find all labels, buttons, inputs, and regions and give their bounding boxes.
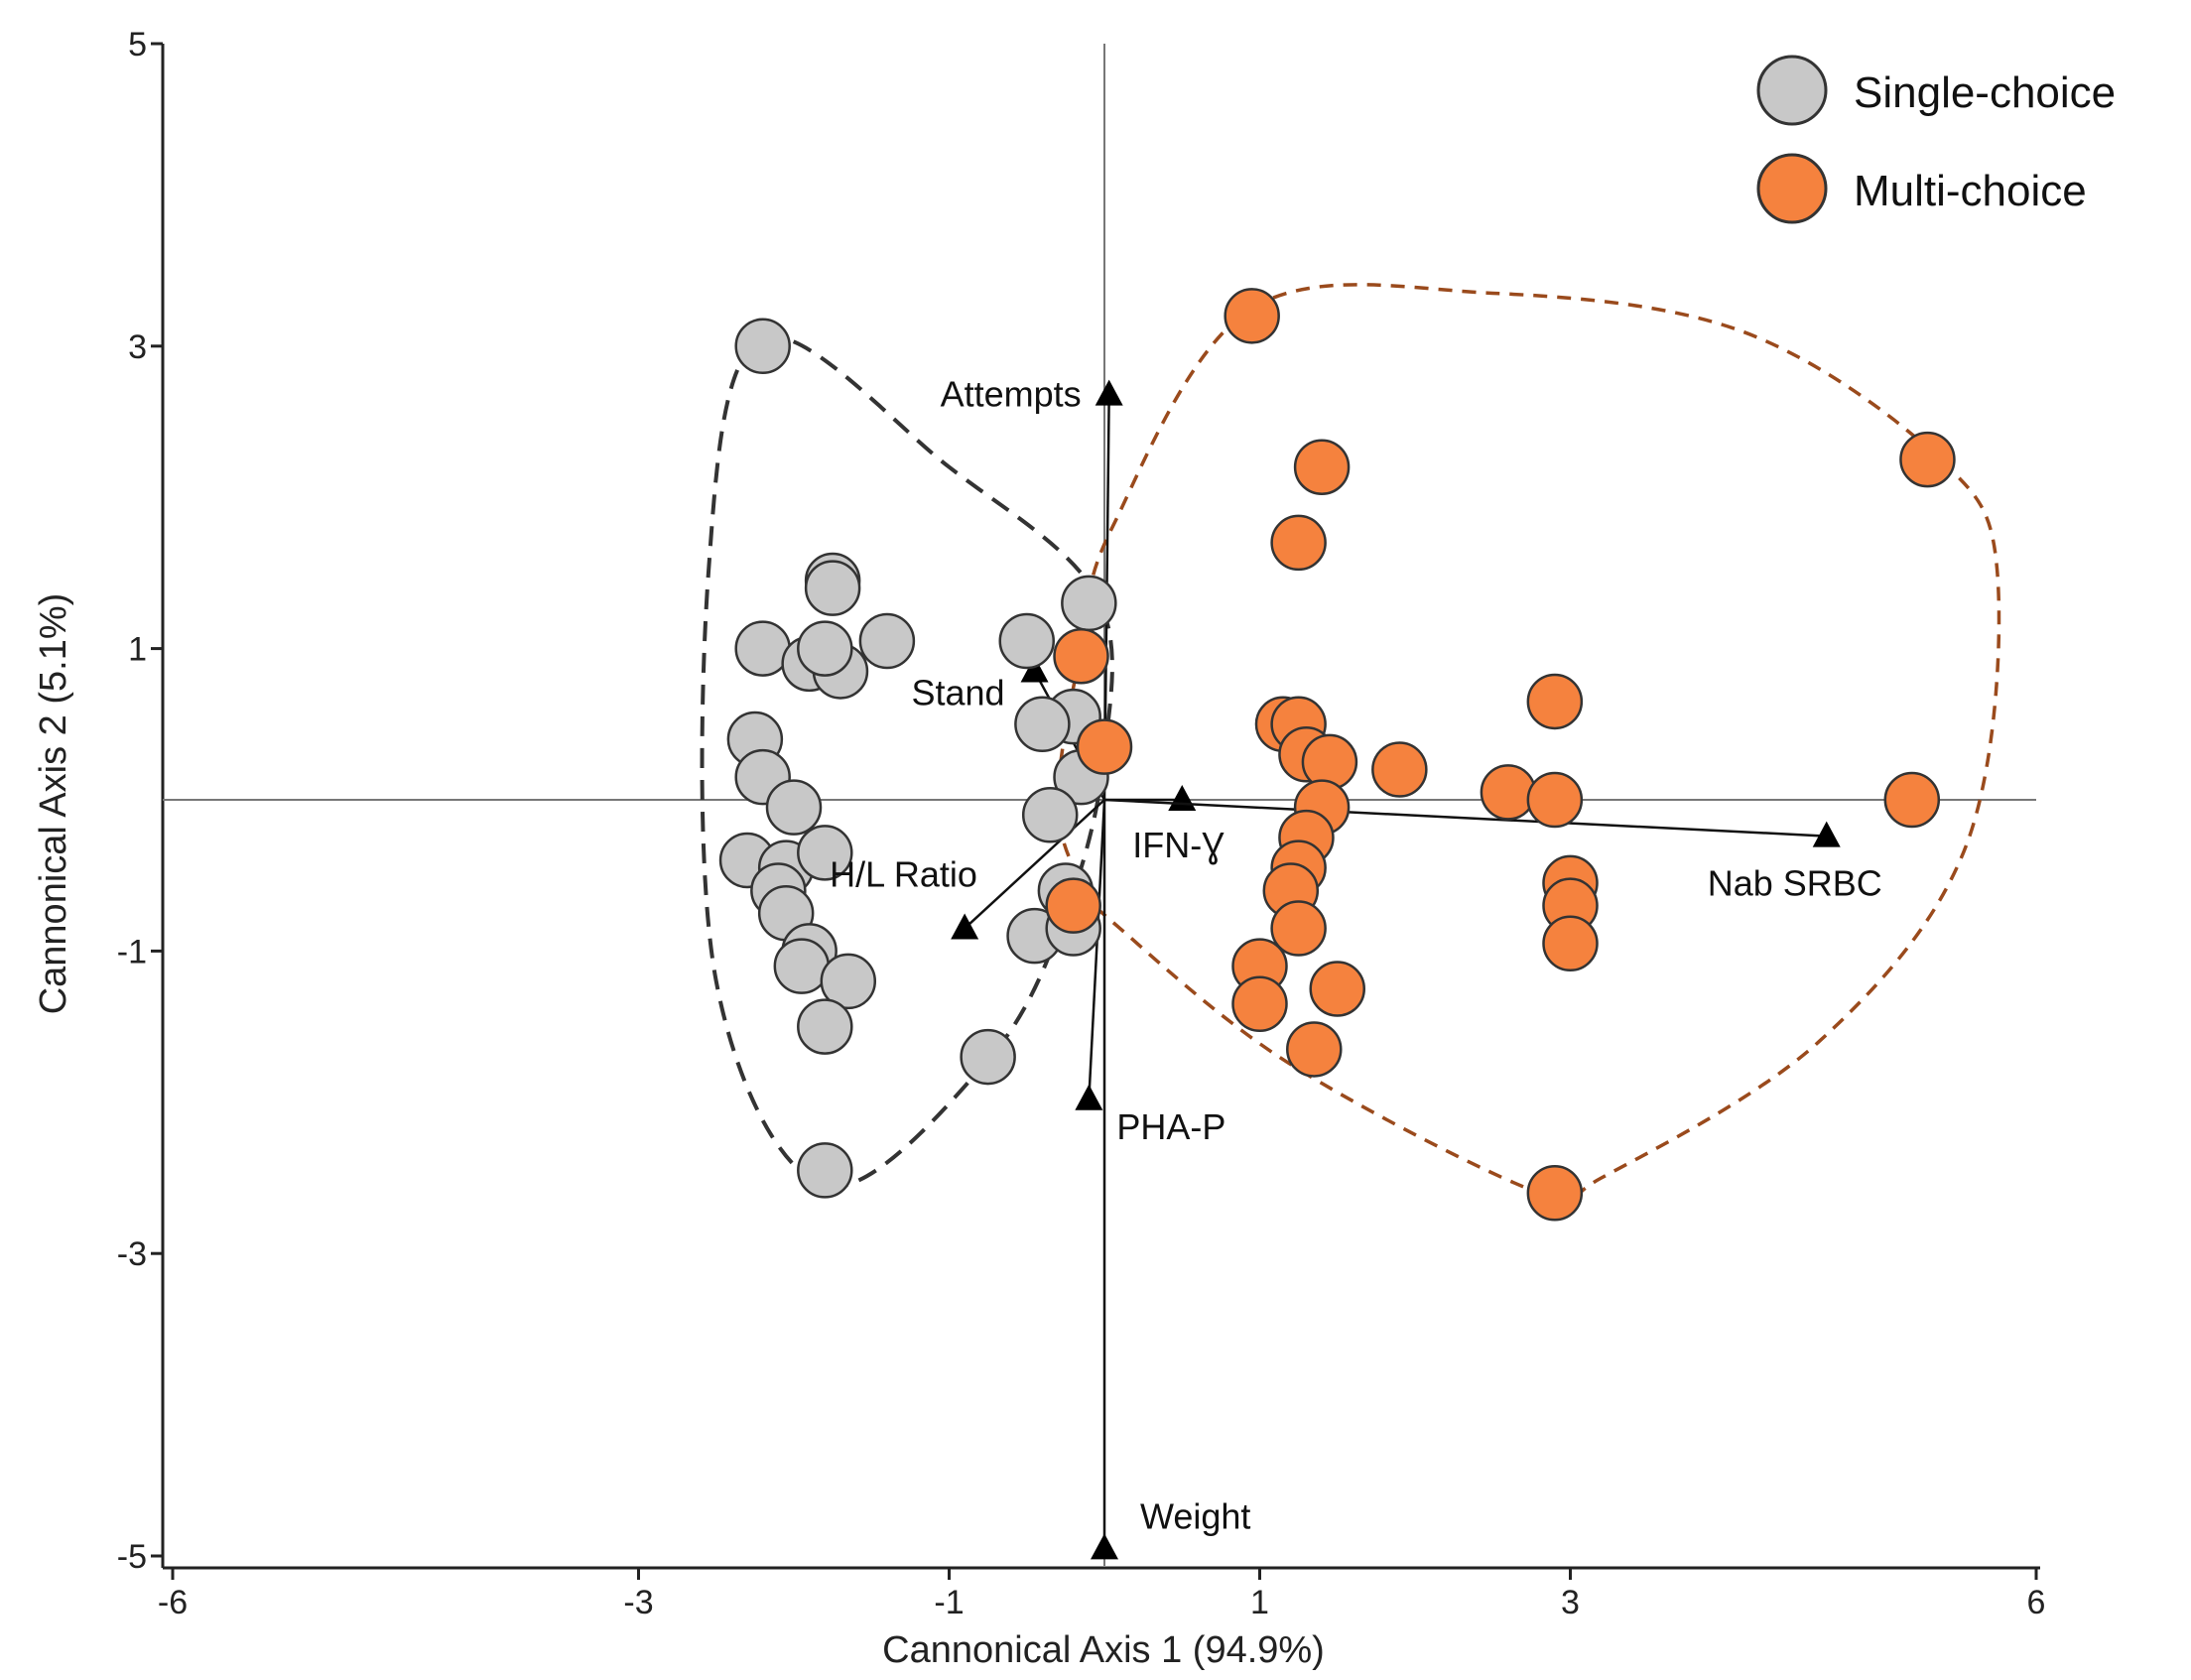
single-choice-point	[960, 1028, 1016, 1086]
y-axis-title: Cannonical Axis 2 (5.1%)	[33, 593, 74, 1015]
legend-single-marker	[1756, 55, 1828, 126]
legend-multi-label: Multi-choice	[1854, 167, 2087, 215]
single-choice-point	[998, 612, 1055, 670]
single-choice-point	[858, 612, 916, 670]
vector-label: PHA-P	[1116, 1106, 1225, 1147]
vector-label: H/L Ratio	[830, 854, 977, 895]
y-tick-label: 5	[128, 26, 147, 64]
y-tick-label: -3	[117, 1235, 147, 1273]
multi-choice-point	[1270, 900, 1327, 957]
legend-multi-marker	[1756, 153, 1828, 224]
vector-label: Attempts	[941, 374, 1082, 415]
multi-choice-point	[1309, 961, 1365, 1017]
vector-arrow	[1095, 379, 1123, 406]
single-choice-point	[765, 779, 823, 836]
single-choice-point	[804, 560, 861, 616]
multi-choice-point	[1526, 673, 1584, 730]
multi-choice-point	[1480, 764, 1537, 821]
multi-choice-point	[1883, 771, 1941, 829]
x-tick-label: 3	[1561, 1584, 1580, 1621]
y-tick-label: -1	[117, 933, 147, 970]
single-choice-point	[734, 620, 791, 677]
chart-frame: -6 -3 -1 1 3 6 5 3 1 -1 -3 -5	[117, 26, 2046, 1621]
single-choice-point	[797, 998, 853, 1055]
y-tick-label: -5	[117, 1538, 147, 1576]
vector-arrow	[1168, 785, 1197, 811]
vector-arrow	[1812, 821, 1841, 847]
legend: Single-choice Multi-choice	[1756, 55, 2116, 224]
x-tick-label: 1	[1250, 1584, 1269, 1621]
multi-choice-point	[1293, 439, 1351, 495]
single-choice-hull	[700, 334, 1114, 1189]
multi-choice-point	[1231, 975, 1288, 1032]
vector-line	[964, 799, 1105, 930]
vector-line	[1088, 799, 1106, 1099]
multi-choice-point	[1371, 741, 1428, 798]
data-points	[718, 288, 1956, 1222]
legend-single-label: Single-choice	[1854, 68, 2116, 117]
y-tick-label: 1	[128, 631, 147, 669]
single-choice-point	[734, 318, 791, 375]
single-choice-point	[797, 825, 853, 881]
multi-choice-point	[1526, 771, 1584, 829]
vector-line	[1103, 798, 1827, 838]
x-tick-label: -6	[158, 1584, 188, 1621]
vector-arrow	[1091, 1533, 1118, 1560]
x-axis-title: Cannonical Axis 1 (94.9%)	[882, 1629, 1325, 1671]
single-choice-point	[1061, 575, 1117, 632]
vector-label: Nab SRBC	[1708, 863, 1882, 904]
vector-labels: Attempts Stand IFN-Ɣ H/L Ratio Nab SRBC PHA-P…	[830, 374, 1882, 1537]
single-choice-point	[773, 938, 831, 994]
biplot-vectors	[951, 379, 1841, 1560]
x-tick-label: -3	[623, 1584, 653, 1621]
multi-choice-point	[1526, 1164, 1584, 1222]
vector-arrow	[951, 913, 979, 940]
multi-choice-point	[1899, 431, 1956, 488]
single-choice-point	[797, 620, 853, 677]
single-choice-point	[820, 953, 877, 1010]
x-tick-label: 6	[2027, 1584, 2046, 1621]
multi-choice-point	[1045, 877, 1101, 934]
vector-arrow	[1075, 1084, 1103, 1110]
vector-label: Weight	[1140, 1495, 1250, 1536]
multi-choice-point	[1286, 1021, 1343, 1078]
vector-arrow	[1020, 656, 1049, 683]
multi-choice-point	[1076, 718, 1133, 775]
vector-label: Stand	[911, 672, 1004, 712]
single-choice-point	[1021, 786, 1079, 843]
multi-choice-point	[1224, 288, 1280, 344]
single-choice-point	[797, 1142, 853, 1199]
multi-choice-hull	[1056, 283, 2001, 1206]
multi-choice-point	[1270, 514, 1327, 572]
x-tick-label: -1	[934, 1584, 964, 1621]
multi-choice-point	[1542, 915, 1599, 972]
y-tick-label: 3	[128, 328, 147, 366]
single-choice-point	[1014, 696, 1071, 753]
multi-choice-point	[1053, 627, 1109, 685]
vector-label: IFN-Ɣ	[1132, 825, 1224, 865]
